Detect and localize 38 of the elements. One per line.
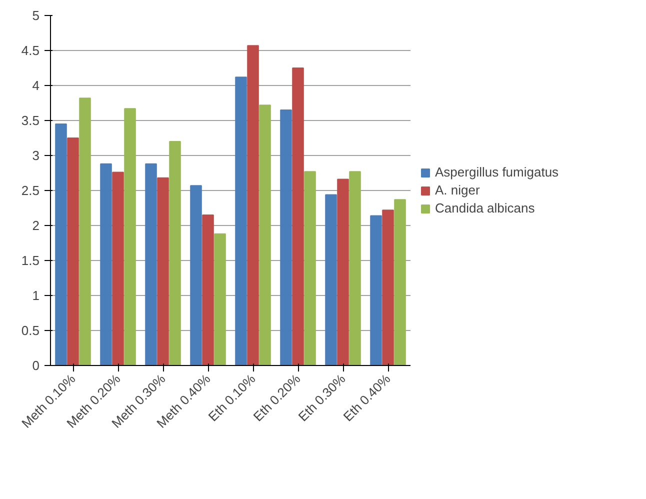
y-tick-label: 0.5 <box>21 323 40 338</box>
y-tick-label: 5 <box>32 8 40 23</box>
bar <box>370 215 382 366</box>
y-tick-label: 2.5 <box>21 183 40 198</box>
y-tick-label: 4.5 <box>21 43 40 58</box>
bar <box>235 76 247 366</box>
bar <box>214 233 226 366</box>
bar <box>100 163 112 366</box>
y-tick-label: 2 <box>32 218 40 233</box>
bar <box>337 178 349 366</box>
bar <box>259 104 271 366</box>
bar <box>190 185 202 366</box>
legend-label: A. niger <box>435 182 480 198</box>
y-tick-label: 0 <box>32 358 40 373</box>
bar <box>79 98 91 366</box>
y-tick-label: 3.5 <box>21 113 40 128</box>
bar <box>394 199 406 366</box>
bar <box>169 141 181 366</box>
bar <box>202 214 214 366</box>
y-tick-label: 3 <box>32 148 40 163</box>
bar <box>67 138 79 366</box>
bar <box>112 172 124 366</box>
bar <box>157 177 169 366</box>
y-tick-label: 1 <box>32 288 40 303</box>
legend-label: Aspergillus fumigatus <box>435 164 559 180</box>
bar <box>349 171 361 366</box>
bar <box>304 171 316 366</box>
bar <box>292 68 304 366</box>
bar <box>382 210 394 366</box>
bar <box>124 108 136 366</box>
bar <box>145 163 157 366</box>
y-tick-label: 1.5 <box>21 253 40 268</box>
bar <box>280 110 292 366</box>
bar <box>325 194 337 366</box>
legend-label: Candida albicans <box>435 200 535 216</box>
y-tick-label: 4 <box>32 78 40 93</box>
bar <box>55 124 67 366</box>
bar <box>247 45 259 366</box>
